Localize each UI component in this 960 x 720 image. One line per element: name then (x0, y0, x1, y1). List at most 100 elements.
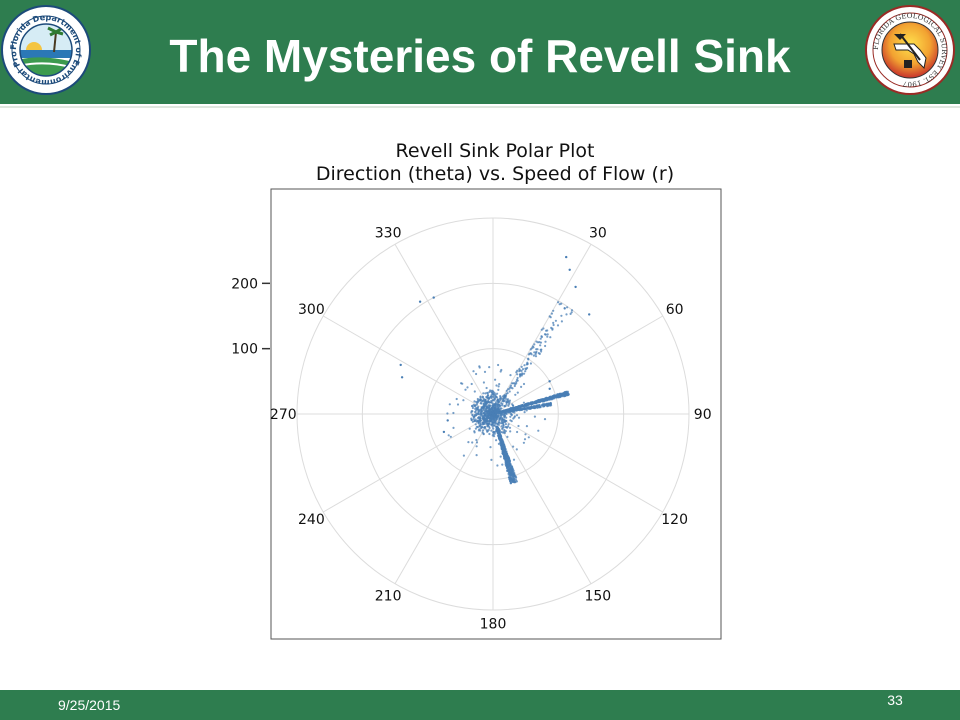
data-point (515, 406, 518, 409)
data-point (512, 475, 515, 478)
data-point (493, 399, 496, 402)
data-point (493, 432, 496, 435)
data-point (563, 307, 566, 310)
data-point (509, 386, 512, 389)
data-point (504, 423, 507, 426)
data-point (527, 436, 530, 439)
data-point (476, 407, 479, 410)
data-point (509, 430, 512, 433)
data-point (400, 376, 404, 379)
data-point (477, 413, 480, 416)
data-point (501, 418, 504, 421)
chart-title: Revell Sink Polar Plot (395, 140, 595, 162)
theta-tick-label: 30 (589, 225, 607, 241)
data-point (489, 389, 492, 392)
data-point (517, 416, 521, 419)
data-point (500, 411, 503, 414)
data-point (527, 353, 531, 356)
data-point (507, 402, 511, 405)
data-point (534, 355, 538, 358)
data-point (488, 408, 491, 411)
data-point (497, 442, 500, 445)
data-point (499, 422, 503, 425)
data-point (475, 372, 478, 376)
data-point (517, 424, 520, 428)
data-point (472, 370, 475, 373)
data-point (512, 469, 515, 472)
data-point (499, 455, 502, 458)
data-point (523, 364, 526, 367)
data-point (499, 407, 502, 410)
data-point (468, 427, 471, 430)
data-point (520, 385, 523, 388)
data-point (566, 306, 569, 309)
data-point (495, 426, 498, 429)
data-point (548, 315, 551, 318)
data-point (488, 418, 491, 421)
data-point (475, 454, 478, 457)
data-point (481, 429, 485, 432)
data-point (492, 430, 495, 433)
data-point (542, 327, 545, 330)
data-point (507, 425, 510, 428)
theta-tick-label: 120 (661, 512, 688, 528)
data-point (506, 469, 509, 473)
data-point (505, 464, 508, 467)
data-point (554, 319, 558, 322)
data-point (475, 425, 478, 428)
data-point (519, 405, 523, 408)
data-point (511, 480, 514, 483)
data-point (510, 410, 513, 413)
data-point (524, 370, 527, 373)
data-point (506, 392, 509, 395)
data-point (506, 400, 509, 404)
data-point (509, 468, 512, 471)
data-point (475, 438, 478, 442)
data-point (570, 309, 574, 312)
data-point (486, 392, 489, 395)
data-point (511, 403, 514, 406)
data-point (565, 313, 568, 316)
data-point (552, 309, 555, 312)
data-point (540, 328, 543, 331)
data-point (481, 416, 484, 419)
data-point (495, 414, 498, 417)
data-point (524, 367, 527, 370)
data-point (509, 419, 512, 422)
data-point (471, 414, 474, 417)
data-point (514, 409, 517, 412)
data-point (482, 407, 485, 410)
data-point (507, 404, 510, 407)
data-point (506, 410, 509, 413)
data-point (548, 403, 551, 406)
data-point (478, 409, 481, 412)
data-point (495, 418, 498, 421)
data-point (546, 329, 549, 332)
data-point (479, 402, 482, 405)
data-point (507, 423, 510, 426)
data-point (495, 439, 498, 442)
data-point (491, 405, 495, 408)
data-point (493, 419, 496, 422)
data-point (521, 368, 525, 371)
data-point (529, 362, 533, 365)
data-point (539, 348, 542, 351)
data-point (495, 384, 498, 387)
data-point (506, 399, 509, 402)
data-point (473, 400, 476, 403)
data-point (514, 478, 518, 482)
data-point (503, 412, 507, 415)
data-point (479, 421, 482, 424)
grid-spoke (492, 413, 663, 513)
data-point (522, 401, 526, 404)
data-point (490, 396, 493, 400)
data-point (536, 341, 540, 344)
data-point (472, 417, 475, 421)
data-point (494, 378, 497, 381)
data-point (501, 402, 504, 405)
data-point (536, 399, 539, 402)
data-point (569, 312, 572, 315)
data-point (505, 403, 508, 406)
theta-tick-label: 240 (298, 512, 325, 528)
data-point (496, 429, 499, 432)
